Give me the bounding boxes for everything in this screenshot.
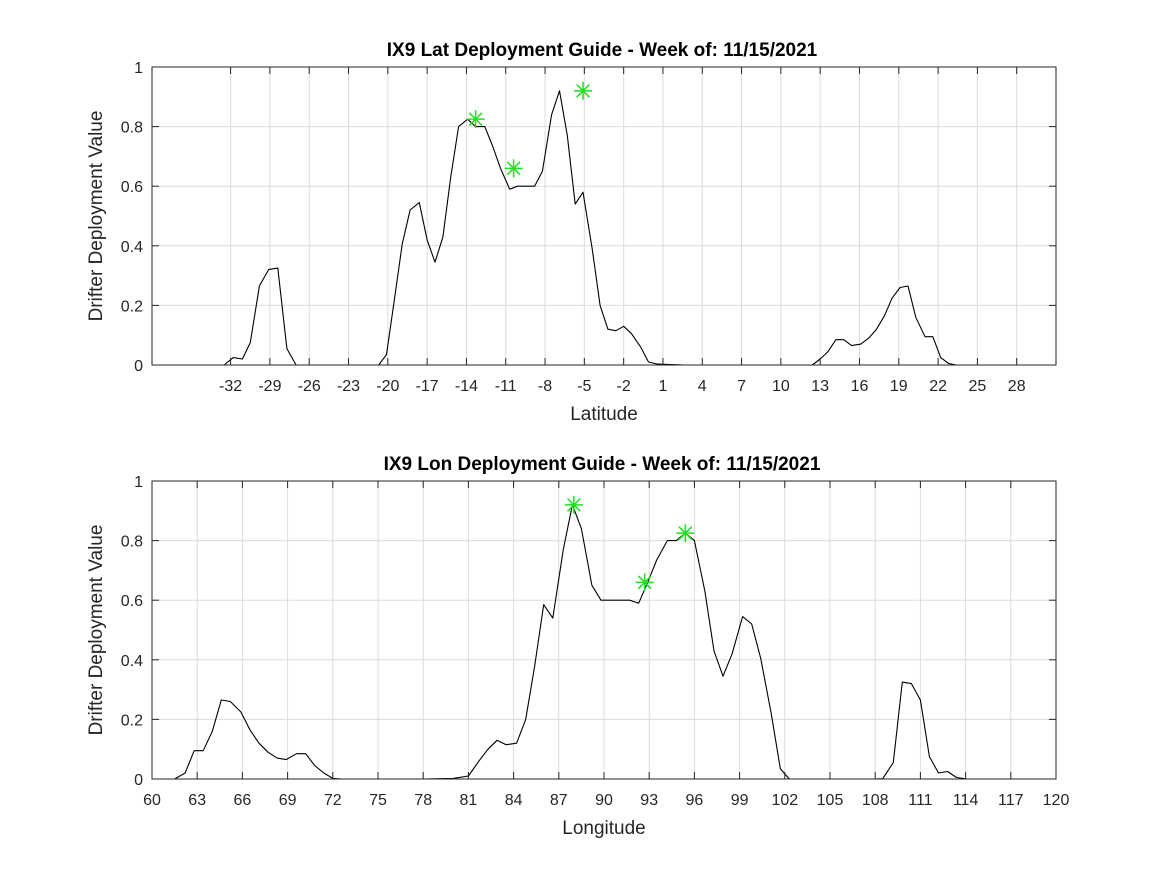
x-tick-label: 16 (851, 378, 869, 395)
marker-layer (466, 81, 593, 178)
x-tick-label: -26 (298, 378, 321, 395)
x-tick-label: 96 (686, 792, 704, 809)
x-tick-label: -23 (337, 378, 360, 395)
x-tick-label: 7 (737, 378, 746, 395)
peak-marker (635, 573, 654, 592)
x-tick-label: 102 (771, 792, 798, 809)
y-tick-label: 1 (134, 60, 143, 77)
x-tick-label: 78 (414, 792, 432, 809)
x-tick-label: 28 (1008, 378, 1026, 395)
chart-title: IX9 Lat Deployment Guide - Week of: 11/1… (387, 40, 818, 61)
x-tick-label: 87 (550, 792, 568, 809)
series-line-layer (152, 90, 1056, 366)
x-tick-label: 63 (188, 792, 206, 809)
x-tick-label: 25 (968, 378, 986, 395)
y-tick-label: 0.6 (121, 593, 143, 610)
y-tick-label: 1 (134, 474, 143, 491)
y-tick-label: 0.2 (121, 298, 143, 315)
x-tick-label: -14 (455, 378, 478, 395)
y-tick-label: 0.2 (121, 712, 143, 729)
x-tick-label: 69 (279, 792, 297, 809)
x-tick-label: 114 (953, 792, 979, 809)
y-tick-label: 0.8 (121, 534, 143, 551)
x-tick-label: 84 (505, 792, 523, 809)
marker-layer (564, 495, 695, 592)
x-tick-label: -29 (258, 378, 281, 395)
y-tick-label: 0.4 (121, 653, 143, 670)
x-tick-label: -20 (376, 378, 399, 395)
x-tick-label: 117 (998, 792, 1024, 809)
series-line (174, 504, 977, 780)
y-axis-label: Drifter Deployment Value (86, 111, 107, 322)
peak-marker (504, 159, 523, 178)
x-tick-label: -2 (617, 378, 631, 395)
x-tick-label: -5 (577, 378, 591, 395)
peak-marker (564, 495, 583, 514)
x-tick-label: 108 (862, 792, 889, 809)
x-tick-label: 1 (659, 378, 668, 395)
x-tick-label: 90 (595, 792, 613, 809)
x-tick-label: 75 (369, 792, 387, 809)
series-line-layer (174, 504, 977, 780)
x-tick-label: -17 (416, 378, 439, 395)
y-tick-label: 0.4 (121, 239, 143, 256)
y-tick-label: 0.6 (121, 179, 143, 196)
axes-frame (151, 66, 1057, 366)
y-axis-label: Drifter Deployment Value (86, 525, 107, 736)
x-tick-label: 72 (324, 792, 342, 809)
x-tick-label: 10 (772, 378, 790, 395)
x-tick-label: 66 (234, 792, 252, 809)
y-tick-label: 0 (134, 772, 143, 789)
series-line (152, 90, 1056, 366)
lat-deployment-chart: IX9 Lat Deployment Guide - Week of: 11/1… (86, 40, 1057, 425)
x-tick-label: 93 (640, 792, 658, 809)
x-tick-label: 81 (460, 792, 478, 809)
x-tick-label: 22 (929, 378, 947, 395)
x-tick-label: 120 (1043, 792, 1070, 809)
x-tick-label: 4 (698, 378, 707, 395)
grid (151, 480, 1057, 780)
marker-stroke (637, 575, 652, 590)
x-tick-label: 111 (908, 792, 932, 809)
y-tick-label: 0 (134, 358, 143, 375)
tick-layer: 60 63 66 69 72 75 78 81 84 87 90 93 96 99 102 105 108 111… (121, 474, 1070, 809)
x-tick-label: -11 (495, 378, 517, 395)
marker-stroke (506, 161, 521, 176)
peak-marker (574, 81, 593, 100)
x-tick-label: 105 (817, 792, 844, 809)
x-tick-label: -8 (538, 378, 552, 395)
x-axis-label: Longitude (562, 818, 645, 839)
grid (152, 66, 1056, 366)
marker-stroke (678, 526, 693, 541)
peak-marker (676, 524, 695, 543)
x-tick-label: -32 (219, 378, 242, 395)
x-tick-label: 19 (890, 378, 908, 395)
peak-marker (466, 110, 485, 129)
x-axis-label: Latitude (570, 404, 638, 425)
x-tick-label: 13 (811, 378, 829, 395)
x-tick-label: 60 (143, 792, 161, 809)
marker-stroke (468, 112, 483, 127)
tick-layer: -32 -29 -26 -23 -20 -17 -14 -11 -8 -5 -2 1 4 7 10 13 16 1… (121, 60, 1056, 395)
marker-stroke (576, 83, 590, 98)
x-tick-label: 99 (731, 792, 749, 809)
lon-deployment-chart: IX9 Lon Deployment Guide - Week of: 11/1… (86, 454, 1069, 839)
chart-title: IX9 Lon Deployment Guide - Week of: 11/1… (384, 454, 821, 475)
marker-stroke (566, 497, 581, 512)
y-tick-label: 0.8 (121, 120, 143, 137)
